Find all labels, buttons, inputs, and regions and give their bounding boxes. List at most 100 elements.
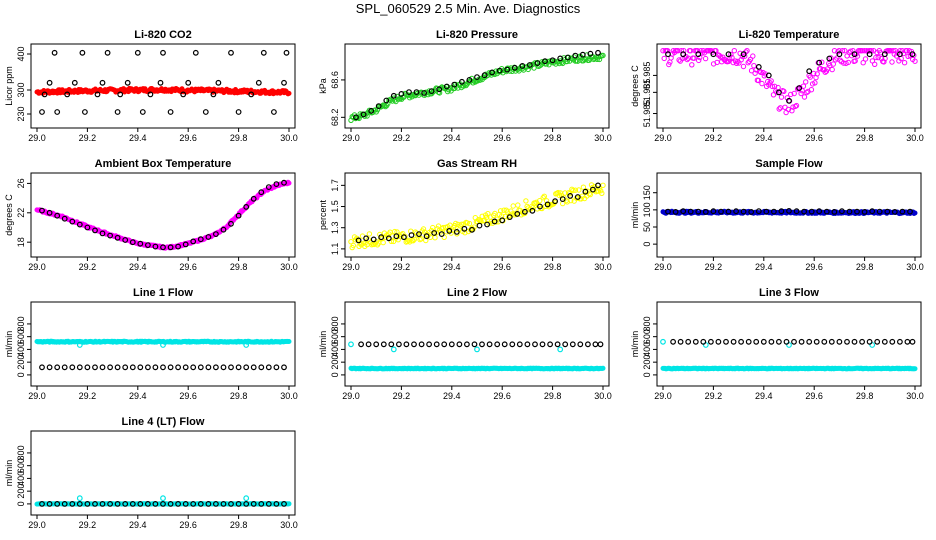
- data-point: [182, 501, 189, 507]
- y-tick-label: 800: [642, 316, 652, 331]
- data-point: [61, 364, 68, 371]
- data-point: [725, 51, 732, 58]
- data-point: [197, 236, 204, 243]
- x-tick-label: 29.2: [705, 391, 723, 401]
- x-tick-label: 30.0: [906, 133, 924, 143]
- x-tick-label: 29.8: [230, 133, 248, 143]
- data-point: [137, 501, 144, 507]
- data-point: [144, 501, 151, 507]
- data-point: [740, 208, 747, 215]
- chart-panel: Line 1 Flow ml/min 29.0 29.2 29.4 29.6 29.8 30.…: [4, 287, 298, 401]
- data-point: [474, 74, 480, 80]
- data-point: [446, 227, 453, 234]
- data-point: [71, 79, 78, 86]
- data-point: [185, 79, 192, 86]
- data-point: [192, 49, 199, 56]
- data-point: [197, 501, 204, 507]
- data-point: [751, 62, 757, 69]
- data-point: [144, 242, 151, 249]
- chart-title: Ambient Box Temperature: [95, 158, 232, 170]
- data-point: [555, 189, 561, 196]
- chart-title: Li-820 Pressure: [436, 29, 518, 41]
- x-tick-label: 29.6: [805, 133, 823, 143]
- series-avg: [670, 338, 916, 345]
- y-tick-label: 200: [330, 355, 340, 370]
- x-tick-label: 29.2: [79, 391, 97, 401]
- series-avg: [665, 207, 913, 215]
- data-point: [710, 51, 717, 58]
- chart-title: Li-820 CO2: [134, 29, 191, 41]
- data-point: [881, 338, 888, 345]
- data-point: [740, 51, 747, 58]
- data-point: [220, 501, 227, 507]
- data-point: [258, 189, 265, 196]
- data-point: [235, 212, 242, 219]
- data-point: [281, 79, 287, 86]
- plot-frame: [30, 172, 296, 258]
- data-point: [370, 236, 377, 243]
- data-point: [768, 78, 774, 84]
- data-point: [808, 87, 815, 93]
- data-point: [348, 239, 354, 245]
- data-point: [99, 364, 106, 371]
- data-point: [39, 207, 45, 214]
- data-point: [570, 187, 576, 194]
- data-point: [39, 109, 45, 115]
- data-point: [160, 342, 166, 348]
- data-point: [554, 341, 561, 348]
- data-point: [167, 109, 174, 115]
- data-point: [874, 338, 881, 345]
- x-tick-label: 29.8: [856, 391, 874, 401]
- data-point: [403, 341, 410, 348]
- data-point: [443, 83, 450, 90]
- data-point: [235, 109, 242, 115]
- data-point: [160, 244, 166, 251]
- data-point: [681, 48, 687, 54]
- data-point: [243, 342, 250, 348]
- y-tick-label: 0: [642, 372, 652, 377]
- data-point: [821, 338, 828, 345]
- data-point: [494, 341, 501, 348]
- y-axis-label: ml/min: [4, 460, 14, 487]
- y-tick-label: 1.7: [330, 179, 340, 192]
- data-point: [212, 364, 219, 371]
- data-point: [796, 85, 802, 91]
- data-point: [205, 234, 212, 240]
- y-tick-label: 200: [16, 355, 26, 370]
- data-point: [771, 208, 777, 215]
- series-avg: [39, 49, 290, 115]
- data-point: [39, 364, 45, 371]
- plot-frame: [656, 172, 922, 258]
- data-point: [547, 341, 553, 348]
- data-point: [684, 56, 690, 63]
- x-tick-label: 29.4: [129, 520, 147, 530]
- data-point: [814, 71, 820, 77]
- data-point: [46, 501, 53, 507]
- data-point: [596, 56, 603, 63]
- series-cyan_outliers: [660, 338, 876, 348]
- data-point: [830, 61, 836, 67]
- x-tick-label: 29.2: [79, 133, 97, 143]
- data-point: [416, 231, 422, 238]
- plot-frame: [30, 430, 296, 516]
- chart-title: Sample Flow: [755, 158, 823, 170]
- data-point: [160, 501, 166, 507]
- data-point: [515, 202, 521, 208]
- data-point: [182, 241, 189, 248]
- series-avg: [39, 179, 287, 251]
- data-point: [811, 70, 817, 77]
- data-point: [559, 196, 566, 203]
- data-point: [190, 238, 197, 245]
- data-point: [851, 338, 858, 345]
- data-point: [455, 85, 461, 91]
- data-point: [912, 58, 918, 64]
- data-point: [363, 235, 370, 242]
- chart-panel: Li-820 Pressure kPa 29.0 29.2 29.4 29.6 29.8 30…: [318, 29, 612, 143]
- data-point: [595, 49, 601, 56]
- data-point: [459, 78, 465, 85]
- data-point: [69, 218, 76, 225]
- data-point: [69, 364, 76, 371]
- data-point: [260, 49, 267, 56]
- chart-panel: Li-820 CO2 Licor ppm 29.0 29.2 29.4 29.6 29.8 3…: [4, 29, 298, 143]
- data-point: [373, 341, 380, 348]
